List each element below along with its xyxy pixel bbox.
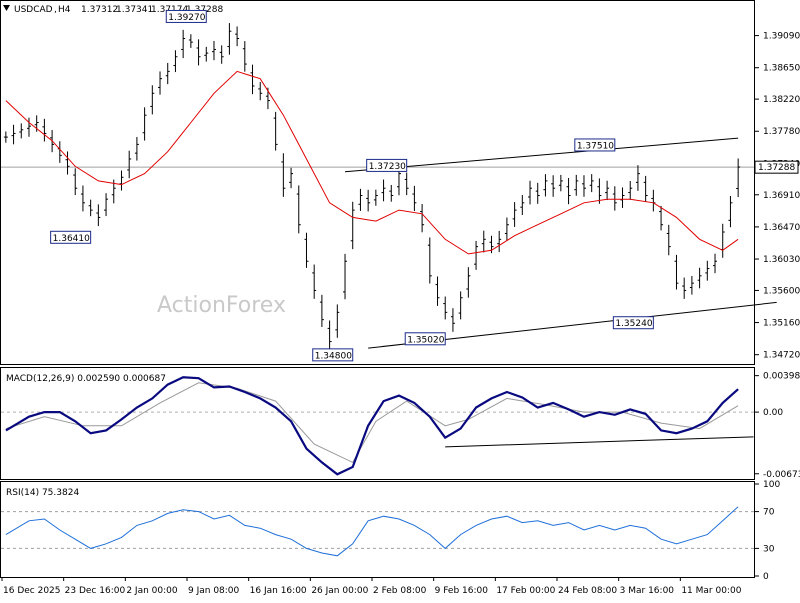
x-axis-tick-label: 24 Feb 08:00: [558, 586, 617, 596]
x-axis-tick-label: 9 Jan 08:00: [188, 586, 240, 596]
price-annotation-box: [404, 332, 446, 346]
upper-channel-line: [344, 137, 739, 173]
header-high: 1.37341: [116, 5, 153, 15]
price-axis-tick-label: 1.34720: [763, 351, 800, 361]
rsi-axis-tick-label: 0: [763, 572, 769, 582]
x-axis-tick-label: 16 Dec 2025: [3, 586, 61, 596]
rsi-panel-frame: [0, 481, 755, 578]
macd-axis-tick-label: 0.00: [763, 408, 783, 418]
price-annotation-box: [50, 230, 92, 244]
x-axis-tick-label: 16 Jan 16:00: [250, 586, 307, 596]
price-annotation-box: [366, 158, 408, 172]
macd-line: [5, 376, 739, 476]
macd-label: MACD(12,26,9) 0.002590 0.000687: [6, 374, 166, 384]
last-price-label: 1.37288: [758, 163, 795, 173]
macd-axis-tick-label: -0.006737: [763, 470, 800, 480]
last-price-box: [754, 160, 799, 174]
price-annotation-label: 1.34800: [315, 351, 352, 361]
header-comma: ,: [54, 5, 57, 15]
x-axis-tick-label: 9 Feb 16:00: [435, 586, 489, 596]
macd-axis-tick-label: 0.003982: [763, 372, 800, 382]
price-axis-tick-label: 1.36910: [763, 191, 800, 201]
price-axis-tick-label: 1.36030: [763, 255, 800, 265]
x-axis-tick-label: 17 Feb 00:00: [496, 586, 555, 596]
price-annotation-label: 1.36410: [53, 234, 90, 244]
price-axis-tick-label: 1.35600: [763, 286, 800, 296]
x-axis-tick-label: 2 Feb 08:00: [373, 586, 427, 596]
price-axis-tick-label: 1.36470: [763, 223, 800, 233]
watermark: ActionForex: [157, 293, 286, 318]
rsi-axis-tick-label: 70: [763, 508, 775, 518]
macd-trendline: [445, 436, 754, 448]
rsi-axis-tick-label: 30: [763, 544, 775, 554]
price-annotation-label: 1.39270: [168, 13, 205, 23]
x-axis-tick-label: 2 Jan 00:00: [126, 586, 178, 596]
price-axis-tick-label: 1.38220: [763, 95, 800, 105]
price-axis-tick-label: 1.39090: [763, 32, 800, 42]
price-annotation-box: [612, 316, 654, 330]
header-timeframe: H4: [58, 5, 71, 15]
price-annotation-box: [312, 348, 354, 362]
price-axis-tick-label: 1.35160: [763, 319, 800, 329]
header-open: 1.37312: [81, 5, 118, 15]
x-axis-tick-label: 23 Dec 16:00: [65, 586, 126, 596]
price-annotation-label: 1.35240: [615, 319, 652, 329]
macd-signal-line: [5, 382, 739, 464]
x-axis-tick-label: 3 Mar 16:00: [620, 586, 675, 596]
x-axis-tick-label: 11 Mar 00:00: [681, 586, 741, 596]
price-annotation-label: 1.37230: [369, 162, 406, 172]
header-symbol: USDCAD: [14, 5, 53, 15]
rsi-axis-tick-label: 100: [763, 480, 780, 490]
price-annotation-box: [165, 9, 207, 23]
price-annotation-label: 1.35020: [407, 335, 444, 345]
price-annotation-label: 1.37510: [577, 141, 614, 151]
chart-dynamic: 1.390901.386501.382201.377801.373401.369…: [1, 9, 800, 596]
rsi-label: RSI(14) 75.3824: [6, 488, 79, 498]
price-axis-tick-label: 1.37780: [763, 127, 800, 137]
x-axis-tick-label: 26 Jan 00:00: [311, 586, 368, 596]
rsi-line: [5, 506, 739, 557]
macd-panel-frame: [0, 367, 755, 480]
price-annotation-box: [574, 138, 616, 152]
dropdown-triangle-icon: [3, 5, 10, 11]
moving-average-line: [5, 70, 739, 255]
price-axis-tick-label: 1.38650: [763, 64, 800, 74]
